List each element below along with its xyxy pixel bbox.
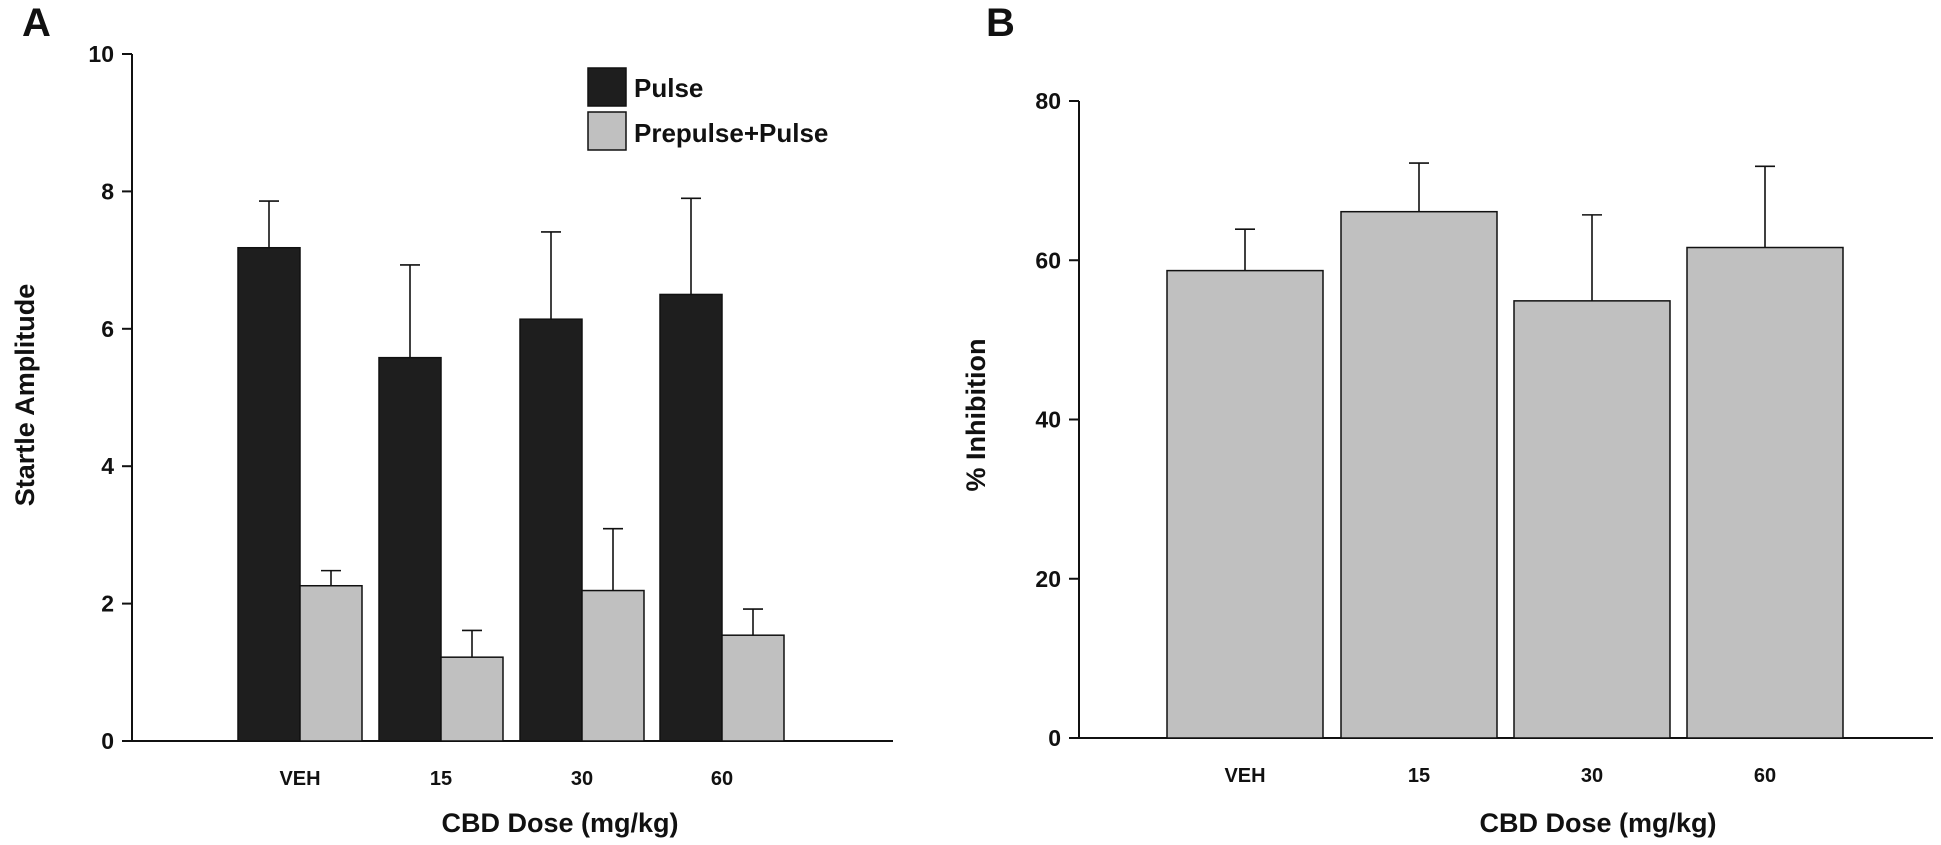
legend-label-pulse: Pulse	[634, 73, 703, 103]
panel-b-y-axis-title: % Inhibition	[961, 339, 991, 492]
panel-a-y-tick-label: 6	[101, 316, 114, 342]
panel-a-y-tick-label: 2	[101, 591, 114, 617]
panel-a-bar-s2-15	[440, 656, 504, 742]
panel-a-bars	[237, 246, 785, 742]
panel-a-y-tick-label: 0	[101, 728, 114, 754]
panel-b-y-tick-label: 40	[1035, 407, 1061, 433]
panel-b: B 0 20 40 60 80 VEH 15 30 60 CBD Dose (mg/kg) %…	[961, 1, 1933, 838]
panel-a-y-tick-label: 8	[101, 178, 114, 204]
panel-b-bar-s1-60	[1686, 246, 1844, 739]
panel-b-y-tick-label: 80	[1035, 88, 1061, 114]
panel-a-category-label: 15	[430, 768, 452, 790]
panel-b-y-tick-label: 20	[1035, 566, 1061, 592]
panel-b-bar-s1-15	[1340, 210, 1498, 739]
panel-b-bar-s1-30	[1513, 300, 1671, 739]
panel-a-bar-s2-60	[721, 634, 785, 742]
panel-a-y-tick-label: 4	[101, 453, 114, 479]
panel-a-category-labels: VEH 15 30 60	[279, 768, 733, 790]
panel-a-letter: A	[22, 1, 51, 45]
panel-a-bar-s2-veh	[299, 584, 363, 742]
panel-a-y-tick-label: 10	[88, 41, 114, 67]
panel-a-category-label: 60	[711, 768, 733, 790]
panel-b-category-label: 15	[1408, 765, 1430, 787]
panel-a-bar-s1-30	[519, 318, 583, 742]
panel-b-category-label: 30	[1581, 765, 1603, 787]
panel-b-y-tick-label: 60	[1035, 247, 1061, 273]
panel-a-bar-s2-30	[581, 589, 645, 742]
panel-a-y-axis-title: Startle Amplitude	[10, 284, 40, 507]
panel-a-error-bars	[259, 197, 763, 658]
panel-b-category-label: VEH	[1224, 765, 1265, 787]
panel-b-y-tick-label: 0	[1048, 725, 1061, 751]
panel-b-bars	[1166, 210, 1844, 739]
panel-b-category-label: 60	[1754, 765, 1776, 787]
panel-a-bar-s1-veh	[237, 246, 301, 742]
panel-a: A 0 2 4 6 8 10 VEH 15 30 60 CBD Dose (mg/kg) Sta…	[10, 1, 893, 838]
panel-a-x-axis-title: CBD Dose (mg/kg)	[441, 808, 678, 838]
panel-b-x-axis-title: CBD Dose (mg/kg)	[1479, 808, 1716, 838]
panel-b-error-bars	[1235, 162, 1775, 301]
legend-swatch-pulse	[587, 67, 627, 107]
panel-a-category-label: 30	[571, 768, 593, 790]
panel-b-letter: B	[986, 1, 1015, 45]
panel-a-bar-s1-60	[659, 293, 723, 742]
panel-b-bar-s1-veh	[1166, 269, 1324, 739]
legend-swatch-prepulse-pulse	[587, 111, 627, 151]
legend-label-prepulse-pulse: Prepulse+Pulse	[634, 118, 828, 148]
panel-a-legend: Pulse Prepulse+Pulse	[587, 67, 828, 151]
panel-b-category-labels: VEH 15 30 60	[1224, 765, 1776, 787]
panel-a-category-label: VEH	[279, 768, 320, 790]
panel-a-bar-s1-15	[378, 356, 442, 742]
